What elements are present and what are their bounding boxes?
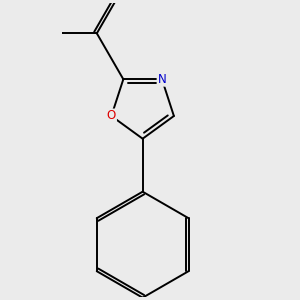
Text: O: O: [107, 110, 116, 122]
Text: N: N: [158, 73, 166, 86]
